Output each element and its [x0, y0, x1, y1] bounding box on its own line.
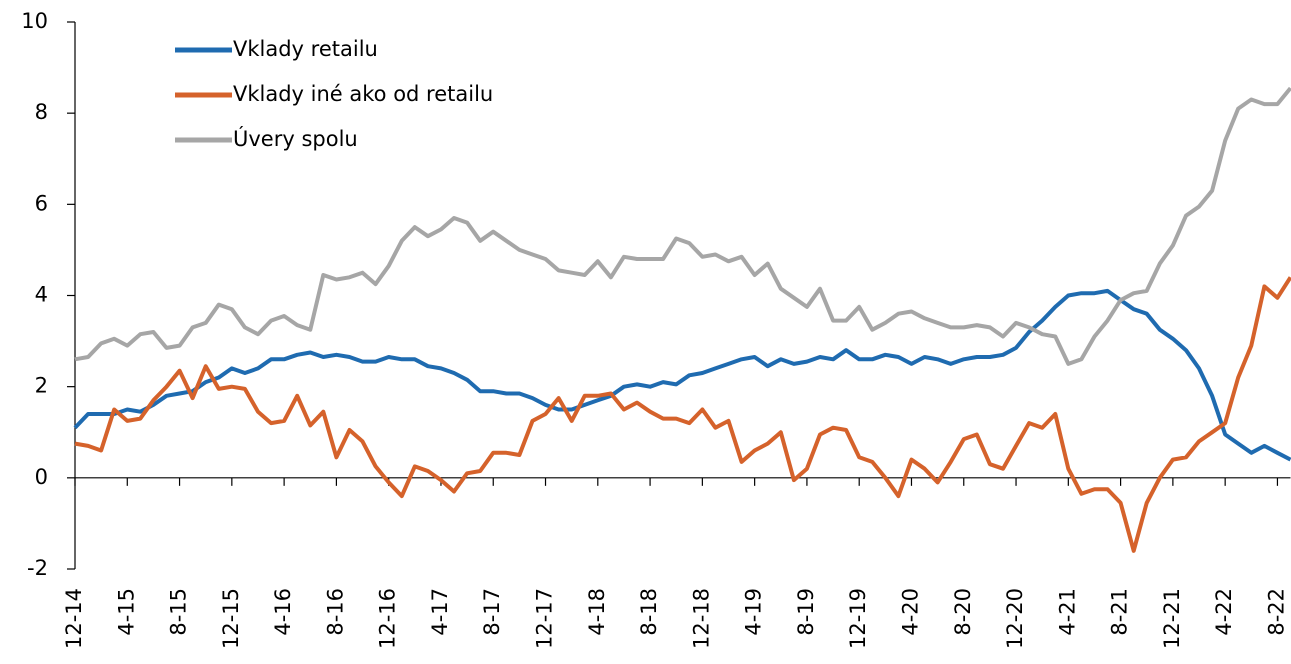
- x-tick-label: 12-14: [62, 588, 86, 649]
- x-tick-label: 12-18: [689, 588, 713, 649]
- x-tick-label: 8-21: [1108, 588, 1132, 636]
- y-tick-label: 4: [35, 283, 48, 307]
- y-tick-label: 8: [35, 100, 48, 124]
- x-tick-label: 4-18: [585, 588, 609, 636]
- x-tick-label: 12-21: [1160, 588, 1184, 649]
- y-tick-label: -2: [27, 556, 48, 580]
- y-tick-label: 6: [35, 191, 48, 215]
- y-tick-label: 0: [35, 465, 48, 489]
- x-tick-label: 4-22: [1212, 588, 1236, 636]
- x-tick-label: 8-20: [951, 588, 975, 636]
- x-tick-label: 8-22: [1264, 588, 1288, 636]
- series-line: [73, 288, 1291, 462]
- x-tick-label: 12-16: [376, 588, 400, 649]
- y-tick-label: 10: [21, 9, 48, 33]
- x-tick-label: 12-19: [846, 588, 870, 649]
- x-tick-label: 4-21: [1055, 588, 1079, 636]
- x-tick-label: 12-20: [1003, 588, 1027, 649]
- series-line: [74, 276, 1291, 553]
- series-line: [74, 86, 1291, 366]
- x-tick-label: 8-16: [323, 588, 347, 636]
- x-tick-label: 12-17: [533, 588, 557, 649]
- x-tick-label: 8-19: [794, 588, 818, 636]
- y-tick-label: 2: [35, 374, 48, 398]
- x-tick-label: 8-15: [167, 588, 191, 636]
- x-tick-label: 8-18: [637, 588, 661, 636]
- legend-label: Vklady retailu: [233, 37, 378, 61]
- legend-label: Úvery spolu: [233, 126, 358, 151]
- x-tick-label: 4-15: [114, 588, 138, 636]
- x-tick-label: 8-17: [480, 588, 504, 636]
- x-tick-label: 12-15: [219, 588, 243, 649]
- legend-label: Vklady iné ako od retailu: [233, 82, 493, 106]
- x-tick-label: 4-20: [898, 588, 922, 636]
- x-tick-label: 4-17: [428, 588, 452, 636]
- x-tick-label: 4-19: [742, 588, 766, 636]
- x-tick-label: 4-16: [271, 588, 295, 636]
